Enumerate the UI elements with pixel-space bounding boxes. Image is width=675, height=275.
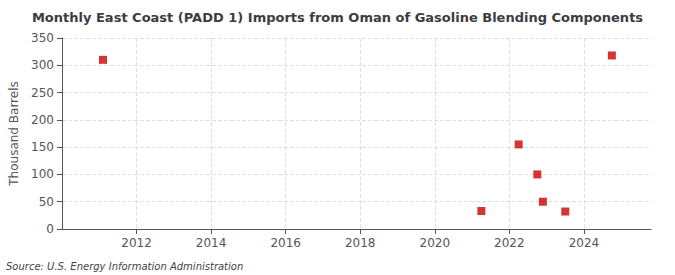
svg-text:2020: 2020 [420,236,451,250]
svg-text:Monthly East Coast (PADD 1) Im: Monthly East Coast (PADD 1) Imports from… [32,10,643,25]
svg-text:0: 0 [46,222,54,236]
svg-text:2016: 2016 [270,236,301,250]
svg-text:50: 50 [39,195,54,209]
svg-text:2014: 2014 [196,236,227,250]
svg-text:250: 250 [31,86,54,100]
svg-text:2018: 2018 [345,236,376,250]
svg-text:350: 350 [31,31,54,45]
svg-text:2012: 2012 [121,236,152,250]
svg-text:Thousand Barrels: Thousand Barrels [7,81,21,186]
svg-text:100: 100 [31,167,54,181]
svg-text:300: 300 [31,58,54,72]
svg-text:200: 200 [31,113,54,127]
svg-text:2022: 2022 [494,236,525,250]
svg-text:2024: 2024 [569,236,600,250]
svg-text:Source: U.S. Energy Informatio: Source: U.S. Energy Information Administ… [6,261,243,272]
svg-text:150: 150 [31,140,54,154]
